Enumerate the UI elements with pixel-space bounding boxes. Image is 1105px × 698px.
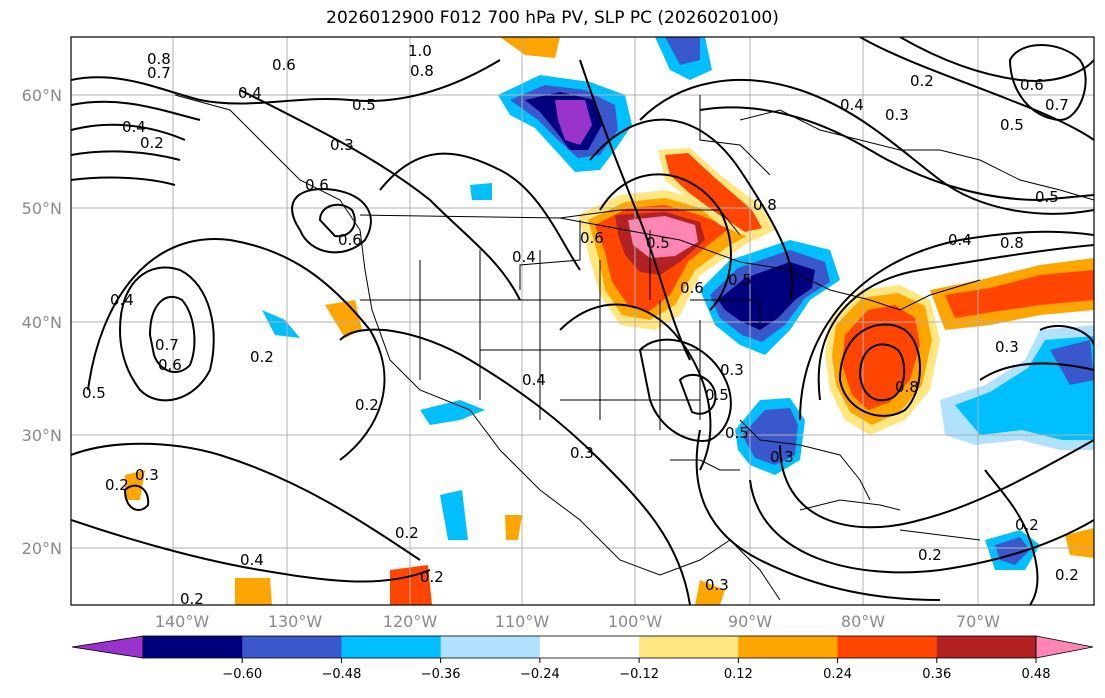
colorbar-segment [440, 636, 541, 658]
colorbar-tick-label: −0.60 [222, 667, 262, 682]
contour-label: 0.5 [728, 271, 752, 289]
colorbar-segment [936, 636, 1037, 658]
colorbar: −0.60 −0.48 −0.36 −0.24 −0.12 0.12 0.24 0.36 0.4… [71, 635, 1094, 682]
contour-label: 0.8 [147, 50, 171, 68]
map-frame [70, 36, 1095, 606]
contour-label: 0.2 [910, 72, 934, 90]
colorbar-tick-label: 0.48 [1022, 667, 1051, 682]
colorbar-segment [242, 636, 342, 658]
contour-label: 0.5 [646, 234, 670, 252]
colorbar-segment [341, 636, 442, 658]
contour-label: 0.3 [770, 448, 794, 466]
colorbar-segment [539, 636, 640, 658]
contour-label: 0.2 [918, 546, 942, 564]
contour-label: 0.2 [395, 524, 419, 542]
contour-label: 0.2 [1015, 516, 1039, 534]
contour-label: 0.2 [1055, 566, 1079, 584]
contour-label: 0.2 [180, 590, 204, 608]
contour-label: 0.3 [135, 466, 159, 484]
contour-label: 0.8 [753, 196, 777, 214]
contour-label: 0.3 [330, 136, 354, 154]
lat-label-20n: 20°N [22, 539, 62, 558]
contour-labels: 1.0 0.8 0.7 0.8 0.6 0.4 0.5 0.3 0.2 0.4 … [82, 42, 1079, 608]
lat-label-60n: 60°N [22, 86, 62, 105]
lon-label-90w: 90°W [728, 612, 772, 631]
contour-label: 0.5 [705, 386, 729, 404]
contour-label: 0.3 [705, 576, 729, 594]
lon-label-70w: 70°W [956, 612, 1000, 631]
contour-label: 0.4 [840, 96, 864, 114]
contour-label: 0.2 [420, 568, 444, 586]
contour-label: 0.8 [1000, 234, 1024, 252]
contour-label: 0.4 [522, 371, 546, 389]
colorbar-tick-label: 0.12 [724, 667, 753, 682]
contour-label: 0.4 [948, 231, 972, 249]
lat-label-50n: 50°N [22, 199, 62, 218]
lon-label-140w: 140°W [155, 612, 210, 631]
contour-label: 0.8 [895, 378, 919, 396]
contour-label: 0.4 [512, 248, 536, 266]
contour-label: 0.6 [272, 56, 296, 74]
contour-label: 0.6 [680, 279, 704, 297]
contour-label: 0.4 [238, 84, 262, 102]
lon-label-120w: 120°W [383, 612, 438, 631]
contour-label: 0.2 [105, 476, 129, 494]
contour-label: 0.6 [1020, 76, 1044, 94]
contour-label: 0.2 [355, 396, 379, 414]
colorbar-segment [738, 636, 839, 658]
colorbar-tick-label: −0.48 [322, 667, 362, 682]
colorbar-extend-high [1035, 635, 1094, 659]
colorbar-tick-label: −0.12 [619, 667, 659, 682]
contour-label: 0.2 [140, 134, 164, 152]
contour-label: 1.0 [408, 42, 432, 60]
contour-label: 0.3 [570, 444, 594, 462]
lon-label-110w: 110°W [495, 612, 550, 631]
contour-label: 0.3 [995, 338, 1019, 356]
contour-label: 0.6 [338, 231, 362, 249]
lat-label-40n: 40°N [22, 313, 62, 332]
contours [71, 37, 1094, 605]
contour-label: 0.5 [1035, 188, 1059, 206]
colorbar-tick-label: −0.24 [520, 667, 560, 682]
lat-label-30n: 30°N [22, 426, 62, 445]
contour-label: 0.2 [250, 348, 274, 366]
contour-label: 0.7 [155, 336, 179, 354]
contour-label: 0.6 [158, 356, 182, 374]
coastlines [174, 94, 1094, 601]
latitude-labels: 60°N 50°N 40°N 30°N 20°N [22, 86, 62, 558]
contour-label: 0.7 [1045, 96, 1069, 114]
longitude-labels: 140°W 130°W 120°W 110°W 100°W 90°W 80°W … [155, 612, 1000, 631]
contour-label: 0.3 [885, 106, 909, 124]
lon-label-130w: 130°W [268, 612, 323, 631]
contour-label: 0.4 [240, 551, 264, 569]
contour-label: 0.6 [580, 229, 604, 247]
contour-label: 0.5 [725, 424, 749, 442]
colorbar-segment [639, 636, 739, 658]
contour-label: 0.5 [1000, 116, 1024, 134]
contour-label: 0.5 [82, 384, 106, 402]
colorbar-segment [837, 636, 938, 658]
contour-label: 0.3 [720, 361, 744, 379]
contour-label: 0.4 [122, 118, 146, 136]
contour-label: 0.7 [147, 64, 171, 82]
contour-label: 0.4 [110, 291, 134, 309]
colorbar-frame [142, 635, 1037, 659]
colorbar-tick-label: 0.36 [922, 667, 951, 682]
graticule [71, 37, 1094, 605]
colorbar-segment [143, 636, 243, 658]
map-title: 2026012900 F012 700 hPa PV, SLP PC (2026… [326, 8, 779, 28]
pv-shading [125, 37, 1094, 605]
colorbar-extend-low [71, 635, 144, 659]
lon-label-100w: 100°W [608, 612, 663, 631]
colorbar-tick-label: −0.36 [421, 667, 461, 682]
lon-label-80w: 80°W [841, 612, 885, 631]
contour-label: 0.5 [352, 96, 376, 114]
colorbar-tick-label: 0.24 [823, 667, 852, 682]
contour-label: 0.8 [410, 62, 434, 80]
contour-label: 0.6 [305, 176, 329, 194]
